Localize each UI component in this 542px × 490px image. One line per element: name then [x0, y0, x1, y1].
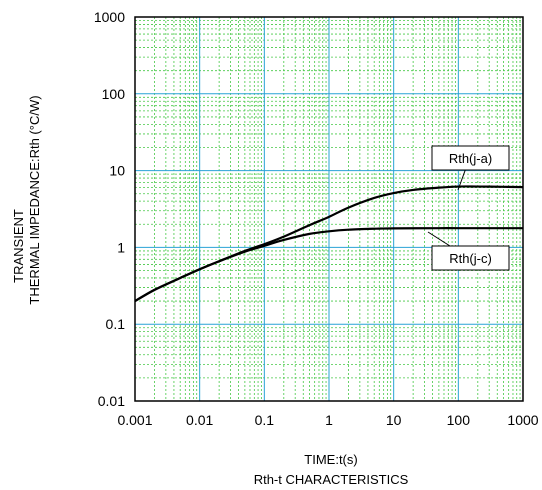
plot-frame — [134, 16, 524, 402]
x-tick-label: 100 — [447, 412, 471, 428]
x-tick-label: 0.1 — [255, 412, 275, 428]
y-tick-labels: 0.01 0.1 1 10 100 1000 — [94, 9, 125, 409]
label-leader-rth-j-c — [427, 231, 451, 247]
label-box-rth-j-a — [431, 145, 510, 171]
series-label-rth-j-a: Rth(j-a) — [449, 151, 492, 166]
x-tick-label: 0.001 — [117, 412, 152, 428]
series-labels: Rth(j-a) Rth(j-c) — [427, 145, 510, 271]
label-leader-rth-j-a — [457, 167, 467, 191]
chart-title: Rth-t CHARACTERISTICS — [254, 472, 409, 487]
x-tick-labels: 0.001 0.01 0.1 1 10 100 1000 — [117, 412, 538, 428]
y-axis-label-line2: THERMAL IMPEDANCE:Rth (°C/W) — [27, 95, 42, 304]
x-tick-label: 0.01 — [186, 412, 213, 428]
x-tick-label: 1 — [325, 412, 333, 428]
x-tick-label: 1000 — [507, 412, 538, 428]
major-gridlines — [135, 17, 523, 401]
label-box-rth-j-c — [431, 245, 510, 271]
series-line-rth-j-c — [134, 227, 523, 303]
x-axis-label: TIME:t(s) — [304, 452, 357, 467]
x-tick-label: 10 — [386, 412, 402, 428]
y-tick-label: 10 — [109, 163, 125, 179]
y-tick-label: 0.01 — [98, 393, 125, 409]
series-curves — [134, 185, 524, 303]
y-axis-label-line1: TRANSIENT — [11, 209, 26, 283]
series-label-rth-j-c: Rth(j-c) — [449, 251, 492, 266]
y-tick-label: 1000 — [94, 9, 125, 25]
y-tick-label: 100 — [102, 86, 126, 102]
y-tick-label: 1 — [117, 239, 125, 255]
y-tick-label: 0.1 — [106, 316, 126, 332]
